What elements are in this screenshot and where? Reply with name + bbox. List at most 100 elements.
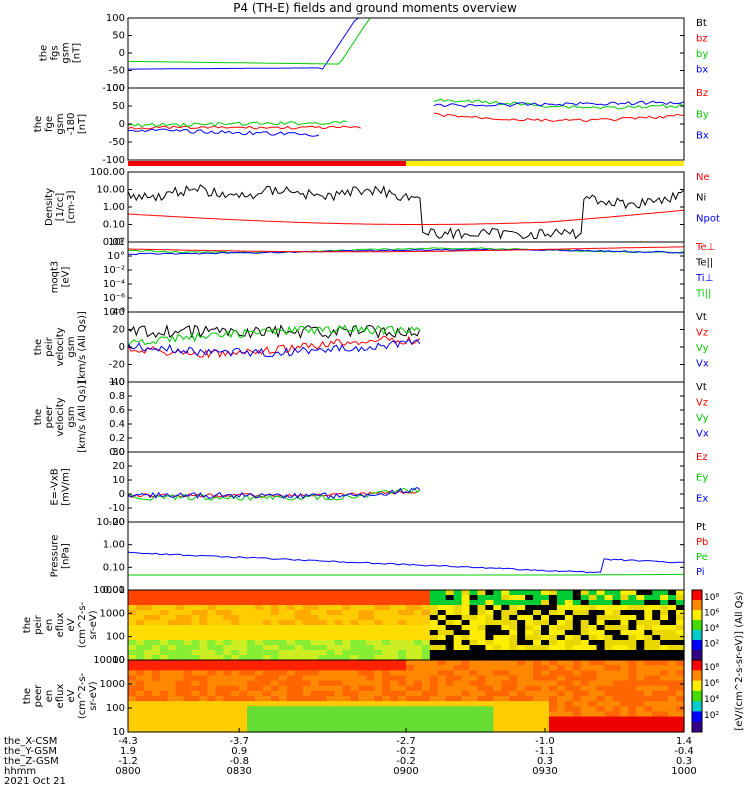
y-axis-label: gsm xyxy=(61,42,72,63)
legend-peir: Vt xyxy=(696,312,707,323)
legend-peer: Vz xyxy=(696,398,708,409)
legend-density: Npot xyxy=(696,213,720,224)
y-axis-label: gsm xyxy=(66,336,77,357)
y-axis-label: [1/cc] xyxy=(55,193,66,222)
legend-efield: Ez xyxy=(696,452,708,463)
y-tick-label: 100 xyxy=(106,13,125,24)
x-tick-label: 0900 xyxy=(393,766,418,777)
date-label: 2021 Oct 21 xyxy=(4,776,66,787)
legend-temp: Ti⊥ xyxy=(695,273,713,284)
x-axis-row-name: hhmm xyxy=(4,766,36,777)
y-tick-label: 1000 xyxy=(100,608,125,619)
y-tick-label: 20 xyxy=(112,461,125,472)
y-tick-label: 100 xyxy=(106,703,125,714)
y-axis-label: velocity xyxy=(55,327,66,366)
colorbar xyxy=(691,659,703,733)
legend-peer: Vy xyxy=(696,413,709,424)
y-tick-label: 40 xyxy=(112,307,125,318)
Tip-line xyxy=(128,248,685,256)
y-tick-label: 0.10 xyxy=(103,220,125,231)
y-tick-label: 1000 xyxy=(100,679,125,690)
legend-temp: Te|| xyxy=(695,258,713,269)
y-axis-label: the xyxy=(33,409,44,425)
bx-line xyxy=(128,17,359,70)
legend-fgs: bx xyxy=(696,65,708,76)
Ez-line xyxy=(127,489,421,498)
y-tick-label: 10⁻² xyxy=(103,265,125,276)
y-tick-label: 0 xyxy=(119,489,125,500)
Ni-line xyxy=(127,184,685,240)
Vt-line xyxy=(127,323,421,339)
x-axis-row-name: the_Z-GSM xyxy=(4,756,59,767)
y-tick-label: -50 xyxy=(109,66,125,77)
fge-panel xyxy=(127,87,685,161)
y-tick-label: 0.6 xyxy=(109,405,125,416)
legend-density: Ni xyxy=(696,193,706,204)
legend-temp: Ti|| xyxy=(695,289,711,300)
y-axis-label: eV xyxy=(66,618,77,631)
y-axis-label: en xyxy=(44,619,55,632)
efield-panel xyxy=(127,451,685,523)
y-axis-label: moqt3 xyxy=(50,261,61,294)
y-axis-label: en xyxy=(44,690,55,703)
y-axis-label: fgs xyxy=(50,45,61,60)
colorbar-tick: 10² xyxy=(704,640,719,650)
colorbar-tick: 10⁸ xyxy=(704,663,719,673)
y-tick-label: 20 xyxy=(112,325,125,336)
y-tick-label: 10 xyxy=(112,727,125,738)
y-tick-label: -40 xyxy=(109,377,125,388)
Pi-line xyxy=(127,551,685,574)
legend-fgs: bz xyxy=(696,34,708,45)
y-axis-label: velocity xyxy=(55,397,66,436)
y-axis-label: [mV/m] xyxy=(61,468,72,506)
y-axis-label: gsm xyxy=(66,406,77,427)
colorbar-tick: 10⁶ xyxy=(704,679,719,689)
x-tick-label: 0.3 xyxy=(537,756,553,767)
y-axis-label: [nT] xyxy=(72,43,83,63)
y-tick-label: -100 xyxy=(102,83,125,94)
y-axis-label: [cm-3] xyxy=(66,190,77,223)
legend-pressure: Pe xyxy=(696,552,708,563)
legend-efield: Ey xyxy=(696,473,708,484)
y-tick-label: 0.01 xyxy=(103,585,125,596)
colorbar-tick: 10⁴ xyxy=(704,624,719,634)
x-tick-label: -4.3 xyxy=(118,736,138,747)
peer-panel xyxy=(127,381,685,453)
y-tick-label: 1.00 xyxy=(103,202,125,213)
x-axis-row-name: the_X-CSM xyxy=(4,736,57,747)
peir-panel xyxy=(127,311,685,383)
y-axis-label: sr-eV) xyxy=(88,681,99,710)
peir-spectrogram xyxy=(128,590,685,661)
y-tick-label: 10⁻⁴ xyxy=(103,279,125,290)
y-tick-label: 10² xyxy=(108,237,125,248)
y-axis-label: peer xyxy=(33,684,44,708)
x-tick-label: 1.9 xyxy=(120,746,136,757)
legend-efield: Ex xyxy=(696,493,708,504)
x-tick-label: -0.4 xyxy=(674,746,694,757)
y-tick-label: 0.01 xyxy=(103,237,125,248)
Bx-line xyxy=(127,100,685,137)
y-axis-label: [km/s (All Qs)] xyxy=(77,381,88,453)
y-tick-label: 0.2 xyxy=(109,433,125,444)
density-panel xyxy=(127,171,685,243)
y-axis-label: [eV] xyxy=(61,267,72,288)
legend-pressure: Pi xyxy=(696,567,705,578)
coverage-bar-yellow xyxy=(406,161,684,166)
y-axis-label: [nT] xyxy=(77,114,88,134)
y-axis-label: the xyxy=(22,688,33,704)
legend-peir: Vx xyxy=(696,359,709,370)
x-tick-label: -0.2 xyxy=(396,756,416,767)
Vx-line xyxy=(127,338,421,358)
y-tick-label: 10.00 xyxy=(96,517,125,528)
y-tick-label: -10 xyxy=(109,503,125,514)
y-tick-label: 0 xyxy=(119,48,125,59)
legend-peir: Vz xyxy=(696,328,708,339)
y-axis-label: -180 xyxy=(66,113,77,136)
colorbar-tick: 10⁸ xyxy=(704,593,719,603)
legend-fge: Bx xyxy=(696,131,709,142)
Ex-line xyxy=(127,486,421,500)
y-axis-label: the xyxy=(39,45,50,61)
legend-peer: Vx xyxy=(696,429,709,440)
plot-title: P4 (TH-E) fields and ground moments over… xyxy=(233,1,517,15)
By-line xyxy=(127,98,685,128)
